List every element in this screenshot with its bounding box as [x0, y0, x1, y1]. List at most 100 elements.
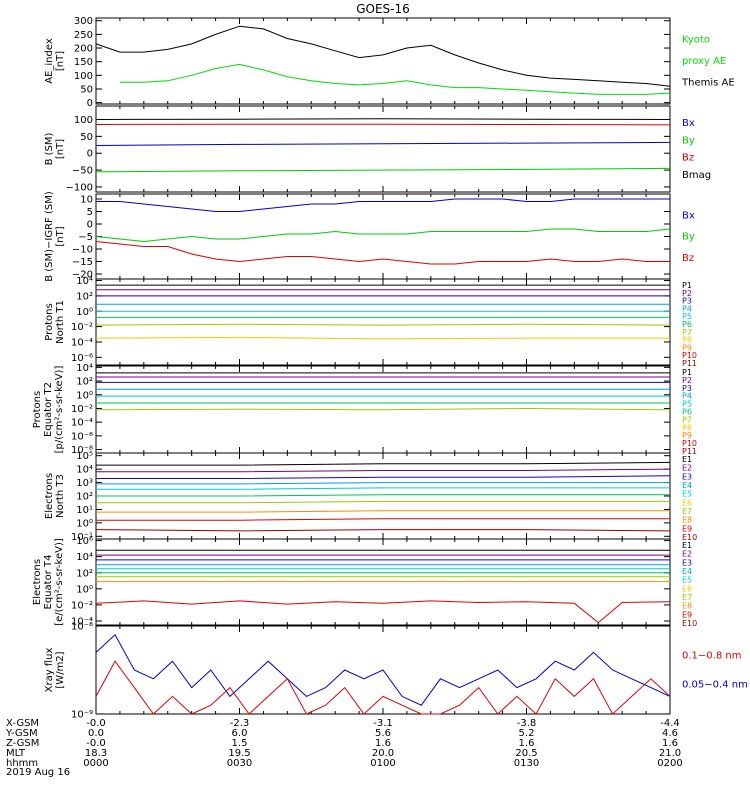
y-tick-label: 0	[87, 220, 93, 231]
legend-entry: E7	[682, 507, 692, 516]
legend-entry: Bz	[682, 253, 694, 264]
panel-frame	[95, 17, 671, 105]
series-line	[95, 633, 671, 706]
y-tick-label: 10¹	[76, 505, 93, 516]
y-tick-label: 250	[74, 30, 93, 41]
panel-frame	[95, 193, 671, 280]
legend-entry: Themis AE	[681, 78, 735, 89]
legend-entry: Bx	[682, 210, 695, 221]
y-axis-title: [W/m2]	[55, 651, 66, 688]
footer-value: 4.6	[662, 728, 678, 739]
y-tick-label: 5	[87, 207, 93, 218]
y-tick-label: 10⁴	[76, 552, 93, 563]
footer-value: 0030	[227, 758, 252, 769]
footer-value: 20.0	[372, 748, 394, 759]
y-tick-label: 0	[87, 98, 93, 109]
legend-entry: P5	[682, 400, 692, 409]
y-tick-label: 200	[74, 44, 93, 55]
series-line	[96, 487, 670, 490]
y-tick-label: 10⁴	[76, 276, 93, 287]
panel-3: −20 −15−10 −50 510 B (SM)−IGRF (SM) [nT] Bx By B…	[44, 191, 695, 282]
series-line	[95, 660, 671, 715]
y-tick-label: 10³	[76, 478, 93, 489]
footer-row-label: MLT	[6, 748, 26, 759]
footer-value: 5.6	[375, 728, 391, 739]
date-label: 2019 Aug 16	[6, 767, 70, 778]
legend-entry: E1	[682, 455, 692, 464]
legend-entry: By	[682, 135, 695, 146]
y-tick-label: 10⁰	[76, 584, 93, 595]
y-tick-label: 10²	[76, 568, 93, 579]
footer-value: 1.6	[662, 738, 678, 749]
footer-row-label: Z-GSM	[6, 738, 39, 749]
y-tick-label: 10⁰	[76, 390, 93, 401]
legend-entry: E10	[682, 533, 697, 542]
series-line	[95, 25, 671, 87]
footer-ephemeris: X-GSM -0.0 -2.3 -3.1 -3.8 -4.4 Y-GSM 0.0 6.0 5.6 5…	[5, 718, 683, 769]
panel-5: 10⁴ 10² 10⁰ 10⁻² 10⁻⁴ 10⁻⁶ 10⁻⁸ Protons Equator …	[32, 363, 697, 456]
y-tick-label: 10⁰	[76, 307, 93, 318]
plot-title: GOES-16	[356, 2, 410, 16]
legend-entry: E2	[682, 464, 692, 473]
y-axis-title: Electrons	[44, 473, 55, 519]
y-tick-label: 10⁻⁴	[71, 418, 93, 429]
series-line	[96, 518, 670, 521]
panel-4: 10⁴ 10² 10⁰ 10⁻² 10⁻⁴ 10⁻⁶ Protons North T1 P1P2…	[44, 276, 697, 368]
footer-value: -0.0	[86, 718, 106, 729]
y-tick-label: 10⁻⁴	[71, 337, 93, 348]
legend-entry: P10	[682, 351, 697, 360]
y-tick-label: −15	[72, 257, 93, 268]
series-line	[96, 482, 670, 485]
legend-entry: Kyoto	[682, 35, 710, 46]
legend-entry: P1	[682, 281, 692, 290]
panel-frame	[95, 278, 671, 366]
series-line	[95, 323, 671, 326]
legend-entry: 0.1−0.8 nm	[682, 650, 741, 661]
y-tick-label: 150	[74, 57, 93, 68]
footer-value: 0200	[657, 758, 682, 769]
y-tick-label: −100	[66, 182, 93, 193]
y-axis-title: AE_index	[44, 38, 55, 84]
legend-entry: E8	[682, 602, 692, 611]
y-tick-label: 10⁵	[76, 451, 93, 462]
legend-entry: E2	[682, 550, 692, 559]
series-line	[96, 461, 671, 466]
footer-value: 1.6	[519, 738, 535, 749]
legend-entry: P1	[682, 368, 692, 377]
legend-entry: 0.05−0.4 nm	[682, 680, 748, 691]
y-axis-title: [nT]	[55, 139, 66, 159]
footer-value: 0000	[83, 758, 108, 769]
y-tick-label: 10⁻⁹	[71, 710, 93, 721]
footer-value: -3.1	[373, 718, 393, 729]
y-axis-title: Protons	[44, 303, 55, 340]
panel-6: 10⁵ 10⁴ 10³ 10² 10¹ 10⁰ 10⁻¹ Electrons North T3 E…	[44, 451, 697, 543]
series-line	[95, 141, 671, 146]
y-tick-label: −5	[78, 232, 93, 243]
legend-entry: P11	[682, 447, 697, 456]
y-tick-label: 50	[80, 132, 93, 143]
y-axis-title: Equator T4	[43, 555, 54, 610]
series-line	[96, 494, 670, 497]
legend-entry: P9	[682, 431, 692, 440]
footer-value: -0.0	[86, 738, 106, 749]
legend-entry: E4	[682, 481, 692, 490]
y-tick-label: 10⁴	[76, 363, 93, 374]
y-axis-title: [nT]	[55, 226, 66, 246]
y-tick-label: 10⁻⁶	[71, 431, 93, 442]
legend-entry: Bz	[682, 153, 694, 164]
y-tick-label: 10⁻⁴	[71, 616, 93, 627]
panel-2: −100 −50 0 50 100 B (SM) [nT] Bx By Bz Bmag	[44, 105, 711, 193]
legend-entry: E3	[682, 472, 692, 481]
footer-value: 21.0	[659, 748, 681, 759]
footer-value: 6.0	[232, 728, 248, 739]
footer-value: 20.5	[515, 748, 537, 759]
series-line	[96, 510, 670, 513]
y-tick-label: 10²	[76, 492, 93, 503]
legend-entry: E9	[682, 610, 692, 619]
y-tick-label: 10⁻⁸	[71, 445, 93, 456]
y-tick-label: 50	[80, 84, 93, 95]
y-tick-label: 100	[74, 71, 93, 82]
footer-value: 1.5	[232, 738, 248, 749]
